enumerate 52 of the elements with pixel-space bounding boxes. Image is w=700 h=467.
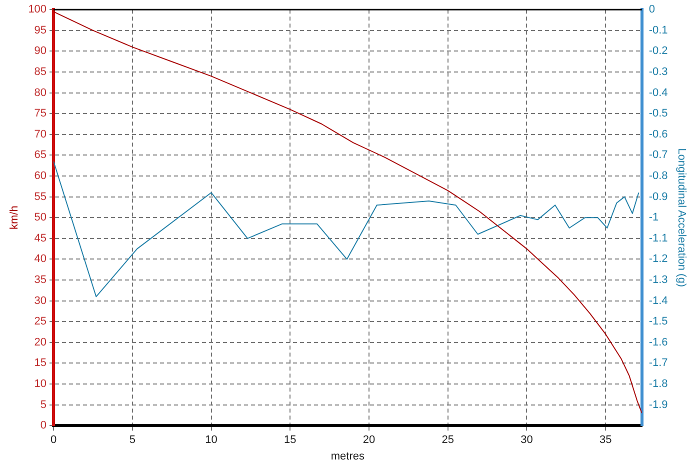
y2-tick-label: -0.3 (648, 66, 668, 78)
y-tick-label: 40 (34, 253, 47, 266)
y2-tick-label: -1.4 (648, 294, 668, 307)
y2-tick-label: -1.3 (648, 274, 668, 286)
x-tick-label: 0 (50, 434, 57, 446)
y2-tick-label: -1.9 (648, 398, 668, 411)
x-axis-title: metres (330, 450, 366, 462)
y-tick-label: 85 (34, 66, 47, 78)
y-tick-label: 60 (34, 170, 47, 182)
y-tick-label: 5 (40, 398, 47, 411)
y-tick-label: 75 (34, 108, 47, 120)
x-tick-label: 20 (362, 434, 376, 446)
y-tick-label: 25 (34, 316, 47, 328)
y2-tick-label: -1.1 (648, 232, 668, 244)
x-tick-label: 30 (520, 434, 533, 446)
x-tick-label: 25 (442, 434, 454, 446)
y2-tick-label: -1.8 (648, 378, 668, 390)
y-tick-label: 80 (34, 86, 47, 99)
y2-axis-title: Longitudinal Acceleration (g) (675, 148, 688, 288)
x-tick-label: 5 (129, 434, 136, 446)
y-tick-label: 20 (34, 336, 47, 348)
y2-tick-label: -0.1 (648, 24, 668, 36)
y2-tick-label: -1.6 (648, 336, 668, 348)
x-tick-label: 35 (599, 434, 612, 446)
y-axis-title: km/h (8, 206, 21, 230)
y2-tick-label: -1 (648, 212, 659, 224)
y2-tick-label: -0.2 (648, 45, 668, 58)
y2-tick-label: -0.4 (648, 86, 668, 99)
x-tick-label: 15 (284, 434, 296, 446)
y-tick-label: 10 (34, 378, 47, 390)
y-tick-label: 30 (34, 294, 47, 307)
y-tick-label: 35 (34, 274, 47, 286)
y-tick-label: 100 (28, 4, 47, 16)
y-tick-label: 90 (34, 45, 47, 58)
y2-tick-label: -1.7 (648, 357, 668, 370)
y2-tick-label: -0.9 (648, 190, 668, 203)
y2-tick-label: -0.6 (648, 128, 668, 140)
y-tick-label: 15 (34, 357, 47, 370)
y2-tick-label: 0 (648, 4, 655, 16)
y-tick-label: 0 (40, 420, 47, 432)
y-tick-label: 70 (34, 128, 47, 140)
y-tick-label: 95 (34, 24, 47, 36)
y2-tick-label: -0.5 (648, 108, 668, 120)
x-tick-label: 10 (205, 434, 218, 446)
y-tick-label: 55 (34, 190, 47, 203)
y2-tick-label: -1.2 (648, 253, 668, 266)
y-tick-label: 65 (34, 149, 47, 162)
y2-tick-label: -1.5 (648, 316, 668, 328)
y2-tick-label: -0.7 (648, 149, 668, 162)
y2-tick-label: -0.8 (648, 170, 668, 182)
y-tick-label: 50 (34, 212, 47, 224)
y-tick-label: 45 (34, 232, 47, 244)
